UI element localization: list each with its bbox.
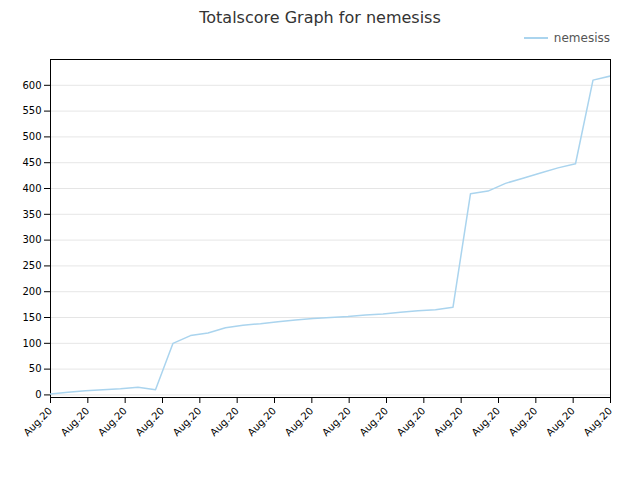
svg-text:150: 150 [22,312,41,323]
svg-text:550: 550 [22,105,41,116]
svg-text:Aug.20: Aug.20 [395,405,428,438]
svg-text:50: 50 [29,363,42,374]
svg-text:Aug.20: Aug.20 [245,405,278,438]
html-text:Totalscore Graph for nemesiss: Totalscore Graph for nemesiss [199,8,441,27]
svg-text:350: 350 [22,209,41,220]
svg-text:Aug.20: Aug.20 [133,405,166,438]
svg-text:500: 500 [22,131,41,142]
svg-text:100: 100 [22,338,41,349]
svg-text:Aug.20: Aug.20 [208,405,241,438]
svg-text:300: 300 [22,234,41,245]
svg-text:600: 600 [22,80,41,91]
svg-text:0: 0 [35,389,41,400]
svg-text:Aug.20: Aug.20 [469,405,502,438]
svg-text:Aug.20: Aug.20 [21,405,54,438]
svg-text:Aug.20: Aug.20 [59,405,92,438]
svg-text:Aug.20: Aug.20 [96,405,129,438]
html-text:nemesiss: nemesiss [553,31,610,45]
svg-text:Aug.20: Aug.20 [581,405,614,438]
svg-text:450: 450 [22,157,41,168]
svg-text:Aug.20: Aug.20 [432,405,465,438]
svg-text:Aug.20: Aug.20 [320,405,353,438]
svg-text:Aug.20: Aug.20 [507,405,540,438]
svg-text:250: 250 [22,260,41,271]
svg-text:400: 400 [22,183,41,194]
svg-text:Aug.20: Aug.20 [357,405,390,438]
svg-text:Aug.20: Aug.20 [283,405,316,438]
svg-text:Aug.20: Aug.20 [544,405,577,438]
svg-text:Aug.20: Aug.20 [171,405,204,438]
svg-text:200: 200 [22,286,41,297]
